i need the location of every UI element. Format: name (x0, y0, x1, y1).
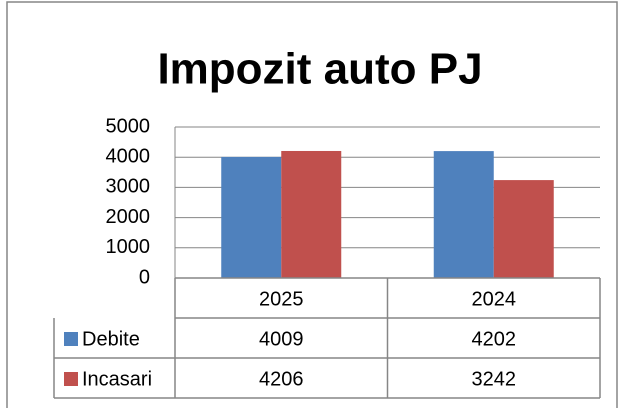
table-value: 4009 (259, 328, 304, 350)
x-tick-label: 2025 (259, 288, 304, 310)
table-value: 4206 (259, 368, 304, 390)
y-tick-label: 5000 (106, 115, 151, 137)
chart-title: Impozit auto PJ (157, 45, 482, 94)
bar (221, 156, 282, 278)
x-tick-label: 2024 (472, 288, 517, 310)
table-value: 3242 (472, 368, 517, 390)
legend-label: Debite (82, 328, 140, 350)
legend-key (64, 332, 78, 346)
legend-label: Incasari (82, 368, 152, 390)
legend-key (64, 372, 78, 386)
table-value: 4202 (472, 328, 517, 350)
y-tick-label: 3000 (106, 176, 151, 198)
y-tick-label: 4000 (106, 145, 151, 167)
y-tick-label: 1000 (106, 236, 151, 258)
bar (281, 150, 342, 278)
bar (493, 180, 554, 278)
y-tick-label: 2000 (106, 206, 151, 228)
y-tick-label: 0 (139, 266, 150, 288)
bar (433, 151, 494, 278)
